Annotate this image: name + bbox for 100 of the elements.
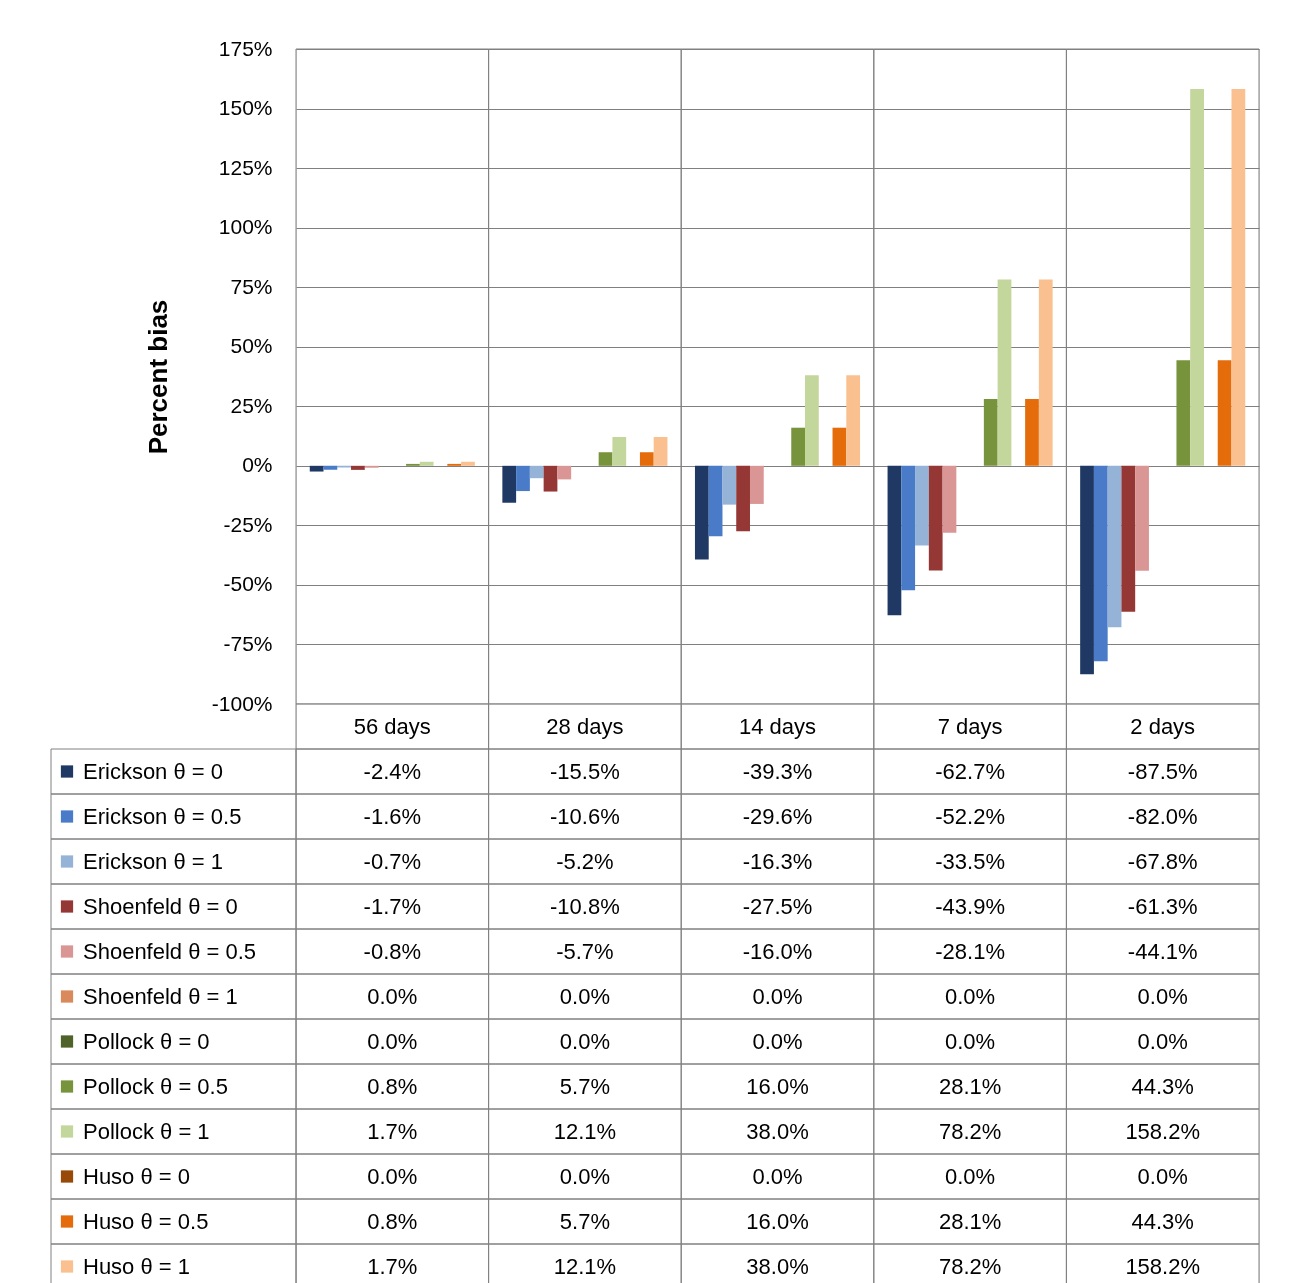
y-tick-label: 75%: [230, 274, 273, 298]
bar: [846, 375, 861, 466]
bar: [1231, 89, 1246, 466]
data-label: 0.0%: [752, 1028, 803, 1054]
data-label: -67.8%: [1127, 848, 1198, 874]
bar: [722, 465, 737, 505]
data-label: 5.7%: [559, 1208, 610, 1234]
bar: [1025, 398, 1039, 466]
data-label: -29.6%: [742, 803, 813, 829]
data-label: 0.8%: [367, 1208, 418, 1234]
x-tick-label: 56 days: [353, 713, 431, 739]
data-label: 12.1%: [553, 1253, 617, 1279]
data-label: 0.0%: [559, 983, 610, 1009]
data-label: -5.7%: [556, 938, 614, 964]
x-tick-label: 7 days: [937, 713, 1003, 739]
bar: [736, 465, 750, 532]
legend-label: Erickson θ = 0: [83, 758, 224, 784]
data-label: -16.0%: [742, 938, 813, 964]
legend-label: Pollock θ = 1: [83, 1118, 210, 1144]
data-label: 12.1%: [553, 1118, 617, 1144]
bar: [928, 465, 943, 571]
bar: [309, 465, 324, 472]
data-label: -28.1%: [935, 938, 1005, 964]
data-label: -1.6%: [363, 803, 422, 829]
legend-label: Huso θ = 0: [83, 1163, 191, 1189]
bar: [351, 465, 365, 470]
data-label: 158.2%: [1125, 1253, 1201, 1279]
data-label: -10.6%: [550, 803, 620, 829]
bar: [1038, 279, 1053, 466]
bar: [1121, 465, 1136, 612]
y-axis-title: Percent bias: [142, 299, 173, 455]
bar: [461, 461, 475, 466]
x-tick-label: 2 days: [1130, 713, 1196, 739]
data-label: 158.2%: [1125, 1118, 1201, 1144]
data-label: -33.5%: [935, 848, 1005, 874]
data-label: 0.0%: [1137, 983, 1188, 1009]
data-label: 78.2%: [938, 1118, 1002, 1144]
bar: [887, 465, 902, 616]
y-tick-label: -75%: [223, 631, 273, 655]
x-tick-label: 28 days: [546, 713, 624, 739]
data-label: -61.3%: [1127, 893, 1198, 919]
bar: [516, 465, 530, 492]
data-label: 0.0%: [752, 983, 803, 1009]
y-tick-label: -25%: [223, 512, 273, 536]
data-label: -87.5%: [1127, 758, 1198, 784]
data-label: -1.7%: [363, 893, 422, 919]
data-label: 38.0%: [746, 1253, 809, 1279]
bar: [1135, 465, 1149, 571]
bar: [1176, 360, 1191, 466]
legend-label: Huso θ = 0.5: [83, 1208, 209, 1234]
data-label: 1.7%: [367, 1253, 418, 1279]
x-tick-label: 14 days: [738, 713, 817, 739]
data-label: -16.3%: [742, 848, 813, 874]
bar: [529, 465, 544, 479]
bar: [653, 437, 668, 466]
bar: [942, 465, 957, 533]
y-tick-label: 150%: [218, 96, 273, 120]
bar: [1093, 465, 1108, 662]
data-label: -15.5%: [550, 758, 620, 784]
bar: [749, 465, 764, 504]
data-label: -0.8%: [363, 938, 422, 964]
bar: [543, 465, 558, 492]
legend-label: Pollock θ = 0.5: [83, 1073, 228, 1099]
data-label: -0.7%: [363, 848, 422, 874]
data-label: 0.0%: [559, 1028, 610, 1054]
y-tick-label: -50%: [223, 572, 273, 596]
legend-label: Erickson θ = 1: [83, 848, 224, 874]
y-tick-label: 50%: [230, 334, 273, 358]
data-label: -2.4%: [363, 758, 422, 784]
bar: [419, 461, 434, 466]
data-label: 0.0%: [1137, 1163, 1188, 1189]
data-label: 16.0%: [746, 1208, 809, 1234]
data-label: 16.0%: [746, 1073, 809, 1099]
bar: [915, 465, 929, 546]
data-label: -62.7%: [935, 758, 1005, 784]
bar: [612, 437, 627, 466]
bar: [1080, 465, 1094, 675]
y-tick-label: 125%: [218, 155, 273, 179]
data-label: 0.0%: [367, 983, 418, 1009]
bar: [1217, 360, 1232, 466]
data-label: -27.5%: [742, 893, 813, 919]
data-label: 28.1%: [938, 1208, 1002, 1234]
legend-label: Shoenfeld θ = 1: [83, 983, 238, 1009]
bar: [901, 465, 916, 591]
data-label: -39.3%: [742, 758, 813, 784]
data-label: -43.9%: [935, 893, 1005, 919]
data-label: 44.3%: [1131, 1073, 1194, 1099]
data-label: 1.7%: [367, 1118, 418, 1144]
data-label: 0.0%: [945, 1028, 996, 1054]
bar: [983, 398, 998, 466]
bar: [639, 452, 654, 466]
y-tick-label: 25%: [230, 393, 273, 417]
data-label: 28.1%: [938, 1073, 1002, 1099]
y-tick-label: 0%: [242, 453, 273, 477]
data-label: -44.1%: [1127, 938, 1198, 964]
data-label: 38.0%: [746, 1118, 809, 1144]
bar: [598, 452, 613, 466]
bar: [1107, 465, 1122, 628]
data-label: 0.0%: [945, 983, 996, 1009]
y-tick-label: -100%: [211, 691, 273, 715]
